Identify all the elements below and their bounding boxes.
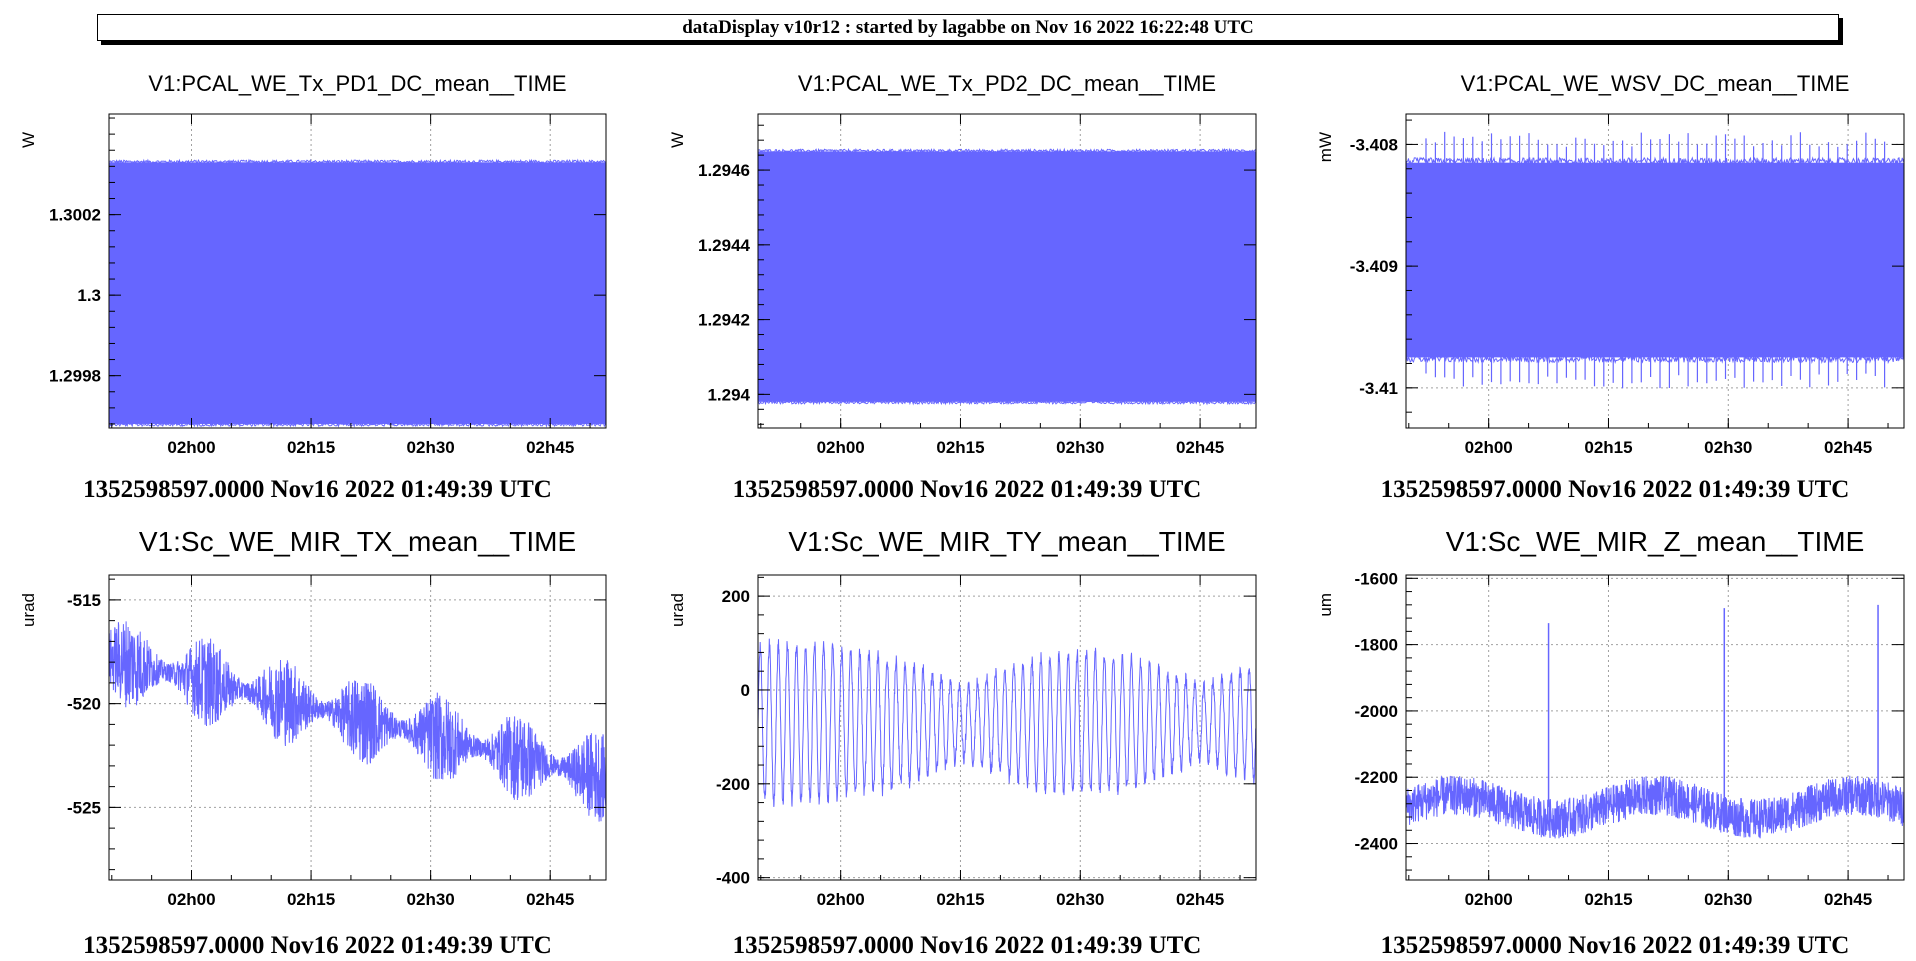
- series-band: [1406, 162, 1904, 358]
- x-tick-label: 02h00: [167, 438, 215, 457]
- series-trace: [1406, 604, 1904, 839]
- y-tick-label: 1.3002: [49, 206, 101, 225]
- series-trace: [109, 621, 606, 822]
- y-tick-label: -3.409: [1350, 257, 1398, 276]
- plot-frame: [1405, 574, 1905, 881]
- x-tick-label: 02h30: [1056, 438, 1104, 457]
- x-tick-label: 02h30: [407, 890, 455, 909]
- chart-footer-timestamp: 1352598597.0000 Nov16 2022 01:49:39 UTC: [83, 932, 552, 959]
- x-tick-label: 02h30: [1704, 890, 1752, 909]
- series-spikes: [1425, 131, 1886, 389]
- y-tick-label: 0: [741, 681, 750, 700]
- series-upper-edge: [109, 158, 606, 165]
- chart-title: V1:PCAL_WE_Tx_PD2_DC_mean__TIME: [798, 71, 1216, 96]
- x-tick-label: 02h00: [1465, 890, 1513, 909]
- y-tick-label: -3.408: [1350, 135, 1398, 154]
- series-line: [1406, 775, 1904, 839]
- chart-title: V1:PCAL_WE_WSV_DC_mean__TIME: [1461, 71, 1850, 96]
- x-tick-label: 02h30: [1704, 438, 1752, 457]
- y-tick-label: -200: [716, 775, 750, 794]
- chart-panel-2: V1:PCAL_WE_Tx_PD2_DC_mean__TIME W 13525985…: [668, 71, 1257, 503]
- x-tick-label: 02h45: [526, 890, 574, 909]
- plot-frame: [1405, 113, 1905, 429]
- title-bar: dataDisplay v10r12 : started by lagabbe …: [97, 14, 1839, 41]
- chart-footer-timestamp: 1352598597.0000 Nov16 2022 01:49:39 UTC: [733, 476, 1202, 503]
- x-tick-label: 02h00: [167, 890, 215, 909]
- x-tick-label: 02h30: [1056, 890, 1104, 909]
- series-band: [758, 151, 1256, 402]
- x-tick-label: 02h45: [1824, 890, 1872, 909]
- x-tick-label: 02h00: [817, 890, 865, 909]
- y-tick-label: 1.2998: [49, 367, 101, 386]
- series-upper-edge: [1406, 156, 1904, 167]
- y-tick-label: -2200: [1355, 768, 1398, 787]
- chart-panel-1: V1:PCAL_WE_Tx_PD1_DC_mean__TIME W 13525985…: [19, 71, 607, 503]
- y-axis-label: um: [1316, 593, 1335, 617]
- y-tick-label: 1.3: [77, 286, 101, 305]
- x-tick-label: 02h45: [1824, 438, 1872, 457]
- title-text: dataDisplay v10r12 : started by lagabbe …: [682, 16, 1254, 38]
- plot-frame: [757, 113, 1257, 429]
- chart-footer-timestamp: 1352598597.0000 Nov16 2022 01:49:39 UTC: [733, 932, 1202, 959]
- y-tick-label: -515: [67, 591, 101, 610]
- chart-footer-timestamp: 1352598597.0000 Nov16 2022 01:49:39 UTC: [1381, 932, 1850, 959]
- chart-title: V1:Sc_WE_MIR_TY_mean__TIME: [788, 526, 1225, 557]
- y-axis-label: urad: [668, 593, 687, 627]
- x-tick-label: 02h00: [1465, 438, 1513, 457]
- x-tick-label: 02h15: [287, 890, 335, 909]
- y-tick-label: 1.2942: [698, 311, 750, 330]
- chart-title: V1:Sc_WE_MIR_TX_mean__TIME: [139, 526, 576, 557]
- y-tick-label: 1.2946: [698, 161, 750, 180]
- x-tick-label: 02h15: [1584, 890, 1632, 909]
- series-trace: [758, 638, 1256, 807]
- x-tick-label: 02h15: [287, 438, 335, 457]
- y-axis-label: urad: [19, 593, 38, 627]
- y-tick-label: 200: [722, 587, 750, 606]
- y-tick-label: -1800: [1355, 636, 1398, 655]
- series-line: [758, 638, 1256, 807]
- series-upper-edge: [758, 147, 1256, 154]
- series-line: [109, 621, 606, 822]
- series-trace: [109, 158, 606, 428]
- y-axis-label: W: [19, 132, 38, 148]
- x-tick-label: 02h45: [526, 438, 574, 457]
- series-trace: [1406, 131, 1904, 389]
- x-tick-label: 02h15: [1584, 438, 1632, 457]
- plot-frame: [108, 113, 607, 429]
- x-tick-label: 02h30: [407, 438, 455, 457]
- y-tick-label: 1.294: [707, 385, 750, 404]
- y-tick-label: 1.2944: [698, 236, 751, 255]
- series-lower-edge: [758, 399, 1256, 406]
- series-trace: [758, 147, 1256, 406]
- y-tick-label: -400: [716, 869, 750, 888]
- y-tick-label: -3.41: [1359, 379, 1398, 398]
- y-tick-label: -1600: [1355, 569, 1398, 588]
- y-tick-label: -520: [67, 695, 101, 714]
- x-tick-label: 02h15: [936, 438, 984, 457]
- x-tick-label: 02h45: [1176, 890, 1224, 909]
- chart-title: V1:Sc_WE_MIR_Z_mean__TIME: [1446, 526, 1865, 557]
- series-lower-edge: [1406, 353, 1904, 365]
- chart-footer-timestamp: 1352598597.0000 Nov16 2022 01:49:39 UTC: [83, 476, 552, 503]
- y-tick-label: -2400: [1355, 835, 1398, 854]
- y-tick-label: -2000: [1355, 702, 1398, 721]
- x-tick-label: 02h45: [1176, 438, 1224, 457]
- series-band: [109, 162, 606, 424]
- plot-frame: [108, 574, 607, 881]
- y-tick-label: -525: [67, 798, 101, 817]
- x-tick-label: 02h15: [936, 890, 984, 909]
- x-tick-label: 02h00: [817, 438, 865, 457]
- chart-footer-timestamp: 1352598597.0000 Nov16 2022 01:49:39 UTC: [1381, 476, 1850, 503]
- chart-title: V1:PCAL_WE_Tx_PD1_DC_mean__TIME: [148, 71, 566, 96]
- y-axis-label: mW: [1316, 132, 1335, 162]
- chart-panel-3: V1:PCAL_WE_WSV_DC_mean__TIME mW 1352598597…: [1316, 71, 1905, 503]
- y-axis-label: W: [668, 132, 687, 148]
